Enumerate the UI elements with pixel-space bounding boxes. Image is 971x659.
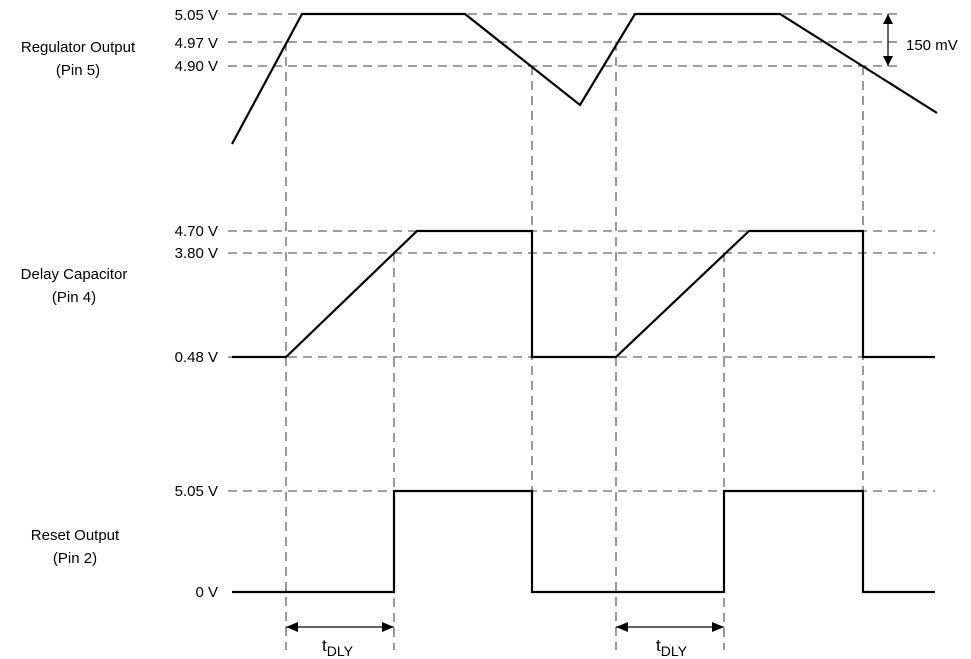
hysteresis-dimension: 150 mV	[883, 14, 958, 66]
delay-label: tDLY	[656, 636, 688, 659]
level-label-reg-497: 4.97 V	[175, 35, 218, 52]
level-label-reg-490: 4.90 V	[175, 58, 218, 75]
delay-label-main: t	[322, 636, 327, 655]
arrow-up-icon	[883, 14, 893, 24]
signal-label-delay-capacitor: Delay Capacitor (Pin 4)	[21, 266, 128, 306]
delay-dimension-2: tDLY	[616, 622, 724, 659]
arrow-left-icon	[286, 622, 298, 632]
delay-label-main: t	[656, 636, 661, 655]
hysteresis-label: 150 mV	[906, 37, 958, 54]
signal-label-line1: Reset Output	[31, 527, 120, 544]
signal-label-reset: Reset Output (Pin 2)	[31, 527, 120, 567]
waveform-regulator-output	[231, 12, 938, 145]
signal-label-line2: (Pin 2)	[53, 550, 97, 567]
level-label-reset-0: 0 V	[195, 584, 218, 601]
arrow-left-icon	[616, 622, 628, 632]
level-label-cap-048: 0.48 V	[175, 349, 218, 366]
arrow-right-icon	[382, 622, 394, 632]
level-label-reg-505: 5.05 V	[175, 7, 218, 24]
waveform-reset-output	[232, 489, 935, 594]
delay-label-subscript: DLY	[661, 643, 688, 659]
level-label-cap-380: 3.80 V	[175, 245, 218, 262]
waveform-delay-capacitor	[232, 229, 935, 359]
horizontal-guides	[228, 13, 935, 492]
signal-label-line2: (Pin 4)	[52, 289, 96, 306]
vertical-guides	[285, 42, 864, 650]
arrow-down-icon	[883, 56, 893, 66]
signal-label-line1: Delay Capacitor	[21, 266, 128, 283]
signal-label-line2: (Pin 5)	[56, 62, 100, 79]
delay-label: tDLY	[322, 636, 354, 659]
level-label-reset-505: 5.05 V	[175, 483, 218, 500]
delay-label-subscript: DLY	[327, 643, 354, 659]
level-label-cap-470: 4.70 V	[175, 223, 218, 240]
signal-label-regulator: Regulator Output (Pin 5)	[21, 39, 136, 79]
delay-dimension-1: tDLY	[286, 622, 394, 659]
arrow-right-icon	[712, 622, 724, 632]
signal-label-line1: Regulator Output	[21, 39, 136, 56]
